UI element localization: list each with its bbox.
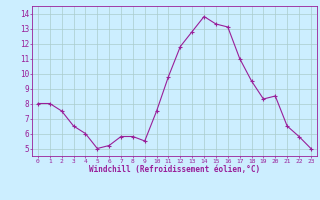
X-axis label: Windchill (Refroidissement éolien,°C): Windchill (Refroidissement éolien,°C) bbox=[89, 165, 260, 174]
